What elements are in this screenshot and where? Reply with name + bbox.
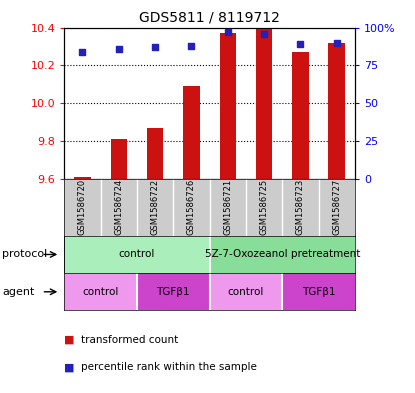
Bar bbox=[282, 273, 355, 310]
Text: GSM1586722: GSM1586722 bbox=[151, 179, 160, 235]
Point bbox=[115, 46, 122, 52]
Text: GSM1586724: GSM1586724 bbox=[114, 179, 123, 235]
Text: protocol: protocol bbox=[2, 250, 47, 259]
Point bbox=[152, 44, 159, 50]
Text: GSM1586721: GSM1586721 bbox=[223, 179, 232, 235]
Text: TGFβ1: TGFβ1 bbox=[302, 287, 335, 297]
Bar bbox=[74, 177, 90, 179]
Text: percentile rank within the sample: percentile rank within the sample bbox=[81, 362, 257, 373]
Text: control: control bbox=[83, 287, 119, 297]
Text: ■: ■ bbox=[64, 335, 75, 345]
Point bbox=[225, 29, 231, 35]
Point bbox=[333, 39, 340, 46]
Text: GSM1586727: GSM1586727 bbox=[332, 179, 341, 235]
Text: GSM1586726: GSM1586726 bbox=[187, 179, 196, 235]
Point bbox=[297, 41, 304, 47]
Point bbox=[261, 30, 267, 37]
Bar bbox=[256, 29, 272, 179]
Bar bbox=[210, 236, 355, 273]
Bar bbox=[329, 42, 345, 179]
Point bbox=[79, 49, 86, 55]
Text: transformed count: transformed count bbox=[81, 335, 178, 345]
Bar bbox=[292, 52, 308, 179]
Text: control: control bbox=[119, 250, 155, 259]
Bar bbox=[137, 273, 210, 310]
Bar bbox=[210, 273, 282, 310]
Text: GSM1586725: GSM1586725 bbox=[259, 179, 269, 235]
Text: control: control bbox=[228, 287, 264, 297]
Title: GDS5811 / 8119712: GDS5811 / 8119712 bbox=[139, 11, 280, 25]
Text: GSM1586723: GSM1586723 bbox=[296, 179, 305, 235]
Bar bbox=[220, 33, 236, 179]
Bar bbox=[64, 236, 210, 273]
Point bbox=[188, 42, 195, 49]
Text: 5Z-7-Oxozeanol pretreatment: 5Z-7-Oxozeanol pretreatment bbox=[205, 250, 360, 259]
Bar bbox=[111, 139, 127, 179]
Text: ■: ■ bbox=[64, 362, 75, 373]
Text: GSM1586720: GSM1586720 bbox=[78, 179, 87, 235]
Text: agent: agent bbox=[2, 287, 34, 297]
Bar bbox=[147, 128, 163, 179]
Text: TGFβ1: TGFβ1 bbox=[156, 287, 190, 297]
Bar bbox=[183, 86, 200, 179]
Bar bbox=[64, 273, 137, 310]
